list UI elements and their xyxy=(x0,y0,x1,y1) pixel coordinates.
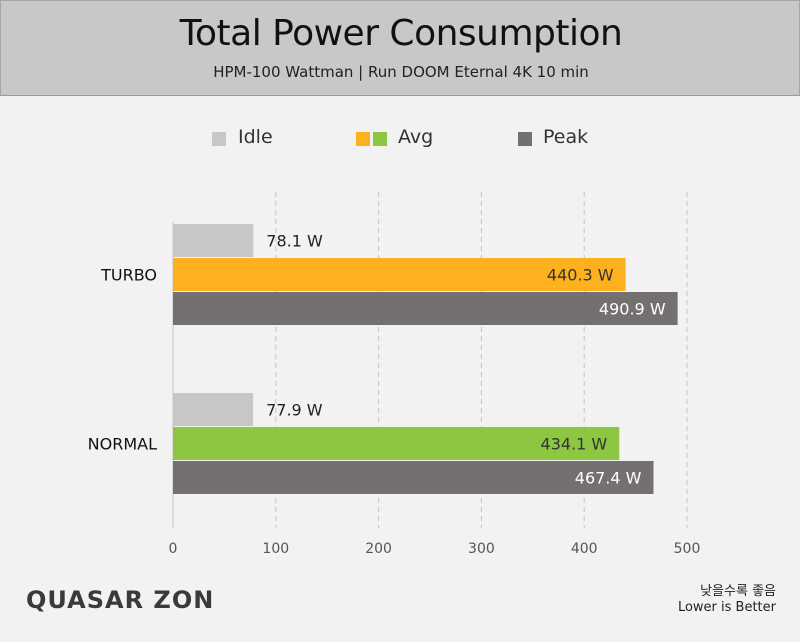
bar-normal-peak xyxy=(173,461,654,494)
x-tick-label-100: 100 xyxy=(262,541,289,557)
data-label-normal-peak: 467.4 W xyxy=(575,469,642,488)
data-label-normal-avg: 434.1 W xyxy=(541,435,608,454)
bar-normal-idle xyxy=(173,393,254,426)
chart-subtitle: HPM-100 Wattman | Run DOOM Eternal 4K 10… xyxy=(213,63,589,81)
lower-is-better-korean: 낮을수록 좋음 xyxy=(700,584,776,599)
legend-swatch-avg-turbo xyxy=(356,132,370,146)
category-label-normal: NORMAL xyxy=(88,435,157,454)
lower-is-better-english: Lower is Better xyxy=(677,600,776,615)
chart-title: Total Power Consumption xyxy=(179,13,623,54)
data-label-turbo-peak: 490.9 W xyxy=(599,300,666,319)
legend-swatch-idle xyxy=(212,132,226,146)
x-tick-label-200: 200 xyxy=(365,541,392,557)
x-tick-label-300: 300 xyxy=(468,541,495,557)
x-tick-label-500: 500 xyxy=(674,541,701,557)
chart-header: Total Power Consumption HPM-100 Wattman … xyxy=(0,0,800,96)
legend-swatch-avg-normal xyxy=(373,132,387,146)
logo-text: QUASAR ZONE xyxy=(26,586,216,614)
bar-turbo-peak xyxy=(173,292,678,325)
bar-turbo-avg xyxy=(173,258,626,291)
legend-label-idle: Idle xyxy=(238,126,273,148)
category-label-turbo: TURBO xyxy=(100,266,157,285)
chart-legend: Idle Avg Peak xyxy=(0,124,800,154)
quasar-zone-logo: QUASAR ZONE xyxy=(26,586,216,614)
bar-turbo-idle xyxy=(173,224,254,257)
data-label-turbo-idle: 78.1 W xyxy=(266,232,323,251)
x-tick-label-0: 0 xyxy=(169,541,178,557)
legend-label-peak: Peak xyxy=(543,126,589,148)
data-label-turbo-avg: 440.3 W xyxy=(547,266,614,285)
data-label-normal-idle: 77.9 W xyxy=(266,401,323,420)
bar-normal-avg xyxy=(173,427,620,460)
legend-swatch-peak xyxy=(518,132,532,146)
legend-label-avg: Avg xyxy=(398,126,434,148)
x-tick-label-400: 400 xyxy=(571,541,598,557)
